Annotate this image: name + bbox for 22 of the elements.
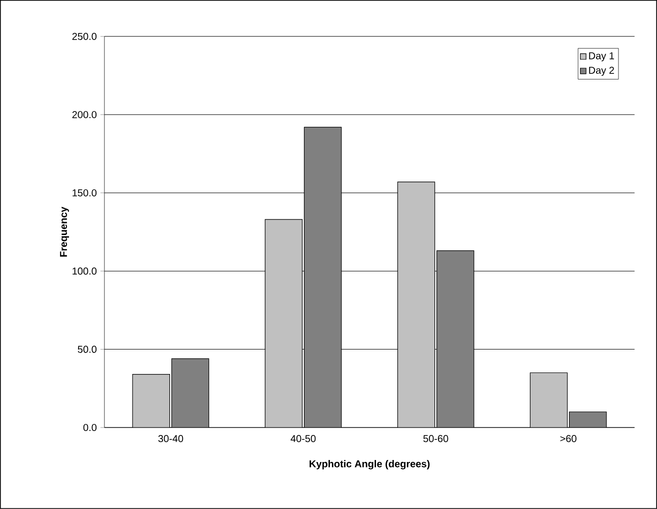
x-tick-label: 30-40 [158, 435, 184, 442]
y-tick-label: 250.0 [72, 32, 97, 40]
bar [132, 374, 170, 428]
bar [171, 358, 210, 428]
legend-label: Day 2 [589, 66, 614, 76]
bar [304, 126, 342, 428]
y-tick-label: 200.0 [72, 111, 97, 118]
y-tick-label: 0.0 [83, 424, 97, 432]
y-axis-title: Frequency [60, 206, 69, 257]
y-tick-label: 50.0 [78, 346, 97, 353]
bar [436, 250, 474, 428]
bar [397, 182, 436, 428]
x-tick-label: 40-50 [290, 435, 316, 442]
bar [569, 412, 607, 428]
x-tick-label: 50-60 [423, 435, 448, 442]
y-tick-label: 100.0 [72, 268, 97, 275]
x-tick-label: >60 [560, 435, 576, 442]
bar [530, 372, 568, 428]
x-axis-title: Kyphotic Angle (degrees) [310, 460, 430, 470]
y-tick-label: 150.0 [72, 189, 97, 196]
legend-label: Day 1 [589, 52, 614, 62]
bar [264, 219, 303, 428]
